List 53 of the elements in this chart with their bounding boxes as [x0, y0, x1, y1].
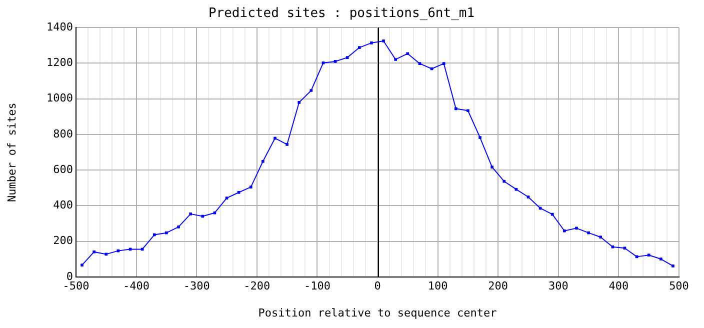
point	[623, 246, 626, 250]
y-tick-label: 200	[53, 234, 73, 248]
point	[406, 52, 410, 56]
point	[563, 229, 566, 232]
x-tick-label: 200	[488, 279, 508, 292]
x-tick-label: 400	[608, 279, 629, 292]
point	[334, 60, 337, 63]
point	[165, 231, 168, 234]
x-tick-label: 0	[374, 279, 381, 292]
point	[526, 196, 530, 198]
y-axis-title: Number of sites	[5, 102, 18, 202]
point	[418, 62, 422, 65]
y-tick-label: 1000	[46, 92, 73, 105]
point	[346, 56, 349, 59]
point	[274, 136, 276, 140]
point	[587, 231, 590, 234]
x-tick-label: -300	[183, 279, 210, 292]
point	[80, 264, 84, 266]
point	[502, 180, 506, 183]
point	[298, 101, 301, 104]
x-tick-label: 300	[548, 279, 568, 292]
point	[322, 61, 325, 64]
point	[611, 245, 614, 248]
y-tick-label: 800	[53, 127, 73, 140]
point	[237, 190, 240, 194]
point	[442, 62, 446, 65]
point	[213, 211, 216, 214]
point	[92, 250, 96, 254]
y-tick-label: 600	[53, 162, 73, 176]
point	[104, 252, 108, 256]
y-tick-label: 1200	[46, 56, 73, 70]
x-axis-title: Position relative to sequence center	[258, 306, 498, 320]
point	[310, 89, 313, 92]
x-tick-label: -100	[304, 279, 330, 292]
point	[225, 196, 228, 200]
point	[152, 233, 156, 236]
x-tick-label: 100	[428, 279, 448, 292]
x-tick-label: 500	[669, 279, 689, 292]
point	[575, 226, 578, 230]
point	[262, 160, 264, 163]
point	[550, 212, 554, 216]
point	[647, 254, 650, 257]
x-tick-label: -200	[244, 279, 270, 292]
point	[201, 214, 204, 218]
y-tick-label: 400	[53, 198, 73, 212]
point	[454, 107, 458, 110]
chart-title: Predicted sites : positions_6nt_m1	[208, 6, 475, 22]
point	[514, 188, 518, 191]
point	[599, 236, 602, 239]
x-tick-label: -400	[123, 279, 150, 292]
y-tick-label: 1400	[46, 20, 73, 34]
point	[249, 186, 252, 188]
point	[672, 264, 674, 268]
